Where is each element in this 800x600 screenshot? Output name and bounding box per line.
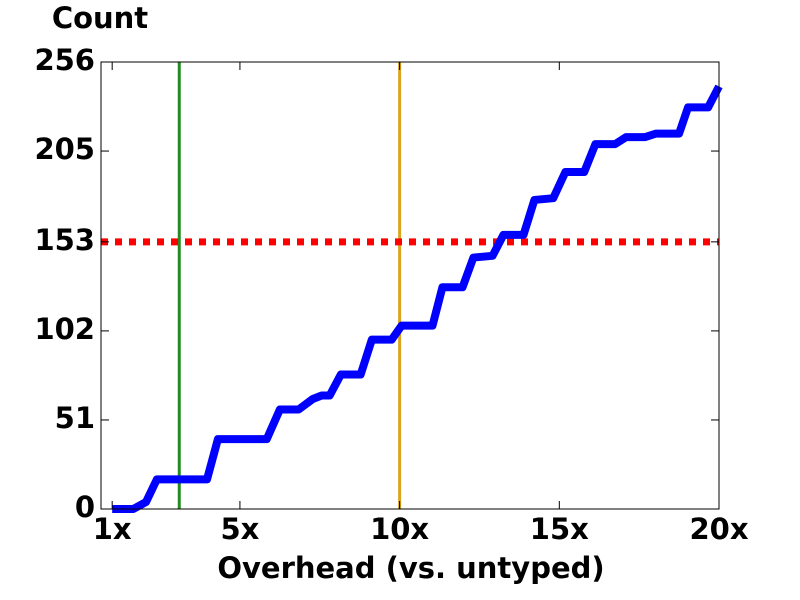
y-tick-label: 153: [34, 223, 95, 257]
y-axis-label: Count: [52, 1, 148, 35]
plot-frame: [100, 61, 720, 510]
x-tick-label: 5x: [220, 512, 259, 546]
x-tick-label: 15x: [530, 512, 589, 546]
x-tick-label: 20x: [689, 512, 748, 546]
x-axis-label: Overhead (vs. untyped): [217, 551, 604, 585]
y-tick-label: 51: [55, 401, 95, 435]
x-tick-label: 10x: [370, 512, 429, 546]
y-tick-label: 205: [34, 132, 95, 166]
y-tick-label: 102: [34, 312, 95, 346]
y-tick-label: 0: [75, 490, 95, 524]
data-line: [112, 84, 723, 513]
x-tick-label: 1x: [93, 512, 132, 546]
y-tick-label: 256: [34, 43, 95, 77]
